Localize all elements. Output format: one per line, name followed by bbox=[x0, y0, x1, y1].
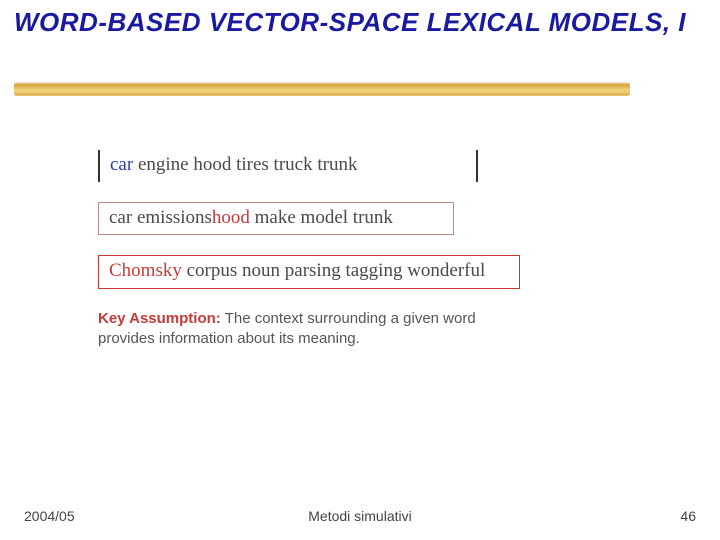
title-divider bbox=[14, 82, 630, 96]
word-box-2: car emissionshood make model trunk bbox=[98, 202, 454, 236]
key-assumption-label: Key Assumption: bbox=[98, 310, 221, 327]
key-assumption: Key Assumption: The context surrounding … bbox=[98, 309, 506, 350]
word-box-3-lead: Chomsky bbox=[109, 260, 182, 281]
page-number: 46 bbox=[680, 508, 696, 524]
word-box-2-highlight: hood bbox=[212, 207, 250, 228]
word-box-2-after: make model trunk bbox=[255, 207, 393, 228]
page-title: WORD-BASED VECTOR-SPACE LEXICAL MODELS, … bbox=[14, 8, 686, 38]
content-area: car engine hood tires truck trunk car em… bbox=[98, 150, 578, 349]
word-box-3: Chomsky corpus noun parsing tagging wond… bbox=[98, 255, 520, 289]
word-box-2-before: emissions bbox=[137, 207, 212, 228]
word-box-2-lead: car bbox=[109, 207, 132, 228]
word-box-3-rest: corpus noun parsing tagging wonderful bbox=[187, 260, 486, 281]
footer-subject: Metodi simulativi bbox=[0, 508, 720, 524]
slide: WORD-BASED VECTOR-SPACE LEXICAL MODELS, … bbox=[0, 0, 720, 540]
word-box-1-lead: car bbox=[110, 154, 133, 175]
word-box-1-rest: engine hood tires truck trunk bbox=[138, 154, 358, 175]
word-box-1: car engine hood tires truck trunk bbox=[98, 150, 478, 182]
